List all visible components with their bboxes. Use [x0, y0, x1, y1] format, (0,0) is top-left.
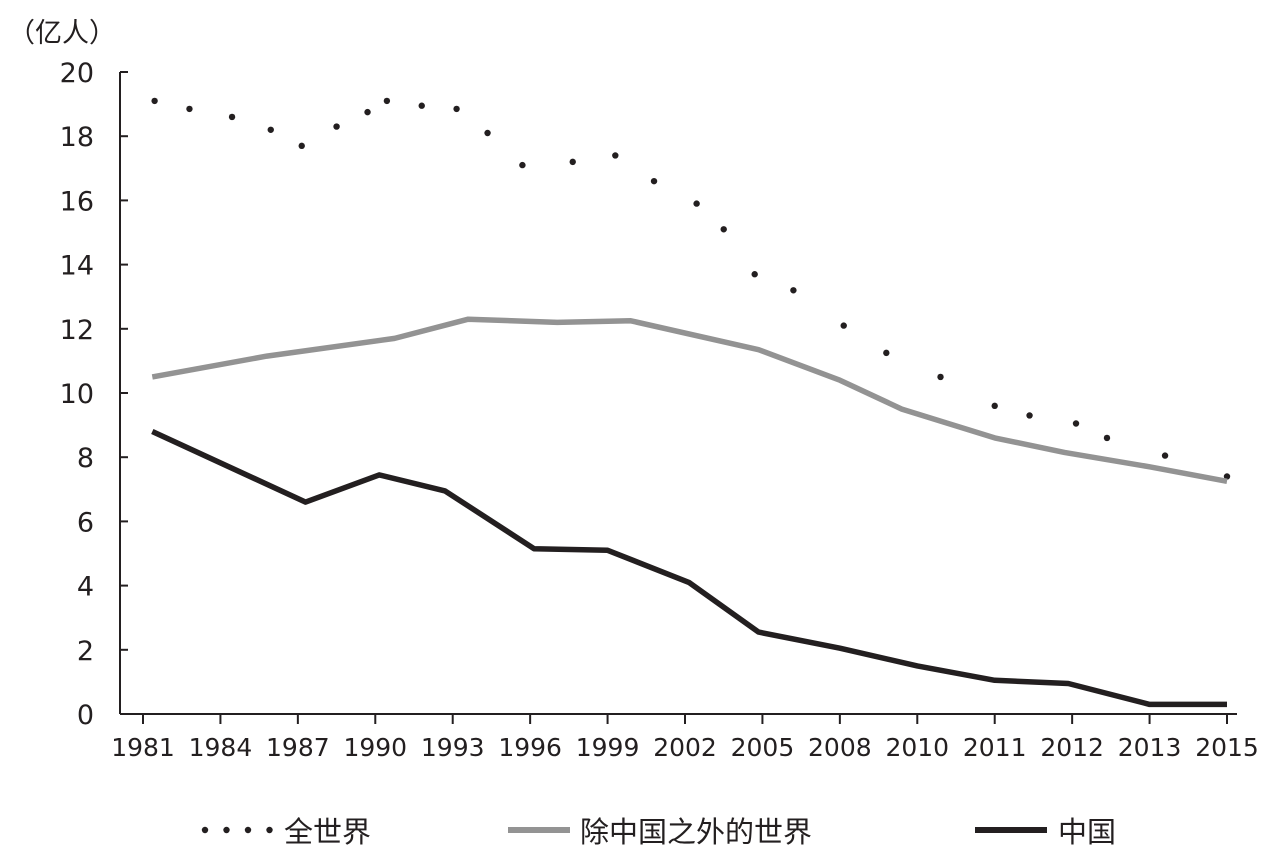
y-tick-label: 2: [77, 636, 94, 667]
x-axis: 1981 1984 1987 1990 1993 1996 1999 2002 2005 2008…: [111, 713, 1259, 762]
y-tick-label: 4: [77, 572, 94, 603]
data-point: [650, 177, 658, 185]
legend-item-2: 中国: [975, 815, 1116, 849]
data-point: [186, 105, 193, 113]
data-point: [228, 113, 236, 121]
y-tick-label: 0: [77, 700, 94, 731]
x-tick-label: 2008: [808, 733, 872, 762]
x-tick-label: 1999: [576, 733, 640, 762]
data-point: [484, 129, 491, 137]
y-tick-label: 20: [60, 58, 94, 89]
y-axis-unit-label: （亿人）: [8, 18, 116, 49]
legend-label: 除中国之外的世界: [580, 815, 812, 849]
x-tick-label: 2011: [963, 733, 1027, 762]
data-point: [1103, 434, 1111, 442]
x-tick-label: 2005: [731, 733, 795, 762]
series-1: [151, 316, 1228, 485]
x-tick-label: 1996: [498, 733, 562, 762]
data-point: [751, 271, 758, 278]
y-tick-label: 8: [77, 443, 94, 474]
data-point: [1223, 473, 1231, 480]
x-tick-label: 1987: [266, 733, 330, 762]
legend-item-1: 除中国之外的世界: [508, 815, 812, 849]
data-point: [840, 322, 847, 329]
data-point: [1161, 452, 1169, 459]
data-point: [333, 123, 340, 130]
data-point: [612, 152, 619, 159]
data-point: [991, 402, 998, 410]
y-tick-label: 14: [60, 251, 94, 282]
series-layer: [151, 97, 1231, 708]
x-tick-label: 2002: [653, 733, 717, 762]
data-point: [883, 349, 890, 357]
x-tick-label: 2012: [1040, 733, 1104, 762]
legend-marker-dot: [223, 826, 230, 834]
y-tick-label: 12: [60, 315, 94, 346]
data-point: [519, 161, 526, 169]
x-tick-label: 2013: [1118, 733, 1182, 762]
data-point: [151, 97, 158, 105]
legend: 全世界 除中国之外的世界 中国: [201, 815, 1116, 849]
x-tick-label: 1984: [189, 733, 253, 762]
legend-marker-dot: [244, 826, 252, 834]
y-tick-label: 16: [60, 186, 94, 217]
x-tick-label: 1981: [111, 733, 175, 762]
legend-marker-dot: [266, 826, 273, 834]
legend-marker-dot: [201, 826, 209, 834]
y-tick-label: 18: [60, 122, 94, 153]
series-2: [151, 429, 1227, 708]
series-line: [151, 316, 1228, 485]
x-tick-label: 1990: [343, 733, 407, 762]
x-tick-label: 1993: [421, 733, 485, 762]
x-tick-label: 2010: [885, 733, 949, 762]
data-point: [418, 102, 425, 109]
data-point: [1072, 420, 1080, 427]
series-line: [151, 429, 1227, 708]
data-point: [569, 158, 576, 166]
y-tick-label: 10: [60, 379, 94, 410]
data-point: [453, 105, 460, 113]
data-point: [693, 200, 700, 207]
data-point: [383, 97, 391, 105]
data-point: [298, 142, 305, 150]
legend-label: 全世界: [284, 815, 371, 849]
data-point: [720, 226, 727, 233]
legend-item-0: 全世界: [201, 815, 371, 849]
data-point: [267, 126, 274, 133]
series-0: [151, 97, 1231, 480]
data-point: [937, 373, 944, 381]
y-axis: 0 2 4 6 8 10 12 14 16 18 20: [60, 58, 128, 731]
y-tick-label: 6: [77, 507, 94, 538]
data-point: [1026, 412, 1033, 419]
x-tick-label: 2015: [1195, 733, 1259, 762]
data-point: [790, 287, 797, 294]
legend-label: 中国: [1058, 815, 1116, 849]
data-point: [364, 108, 371, 116]
